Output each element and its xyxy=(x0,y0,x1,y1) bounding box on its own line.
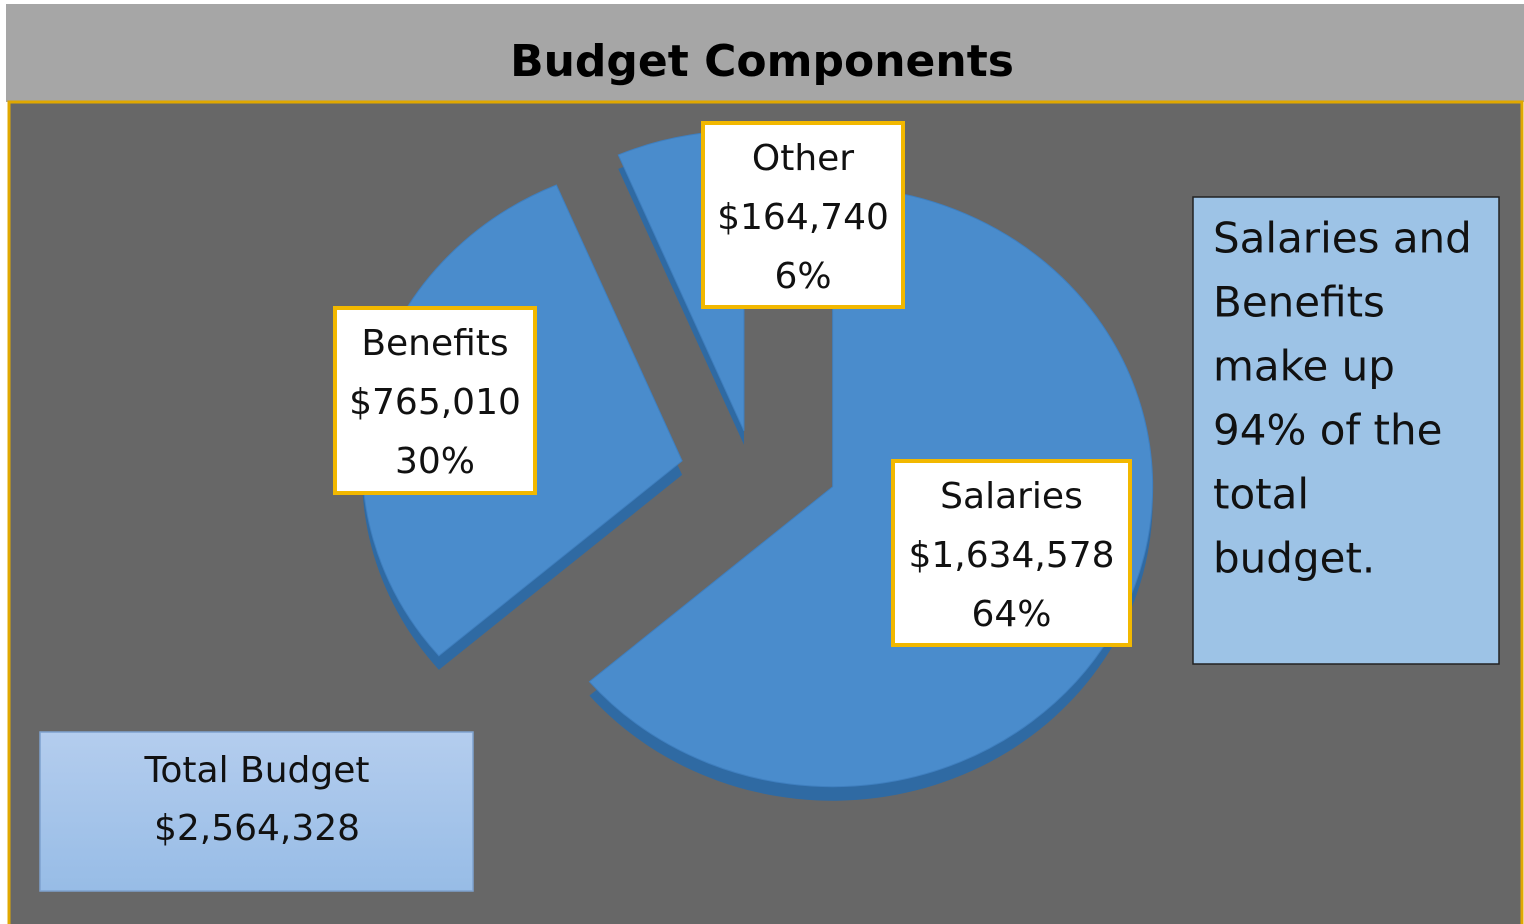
slice-value: $164,740 xyxy=(717,197,889,238)
slice-percent: 64% xyxy=(971,594,1051,635)
note-line: 94% of the xyxy=(1213,406,1442,455)
total-box xyxy=(39,731,474,892)
note-line: Salaries and xyxy=(1213,214,1472,263)
total-value: $2,564,328 xyxy=(154,808,360,849)
slice-value: $1,634,578 xyxy=(908,535,1114,576)
slice-percent: 6% xyxy=(774,256,831,297)
slice-name: Benefits xyxy=(361,323,508,364)
slice-name: Other xyxy=(752,138,854,179)
label-box xyxy=(891,459,1132,647)
label-box xyxy=(701,121,905,309)
slice-percent: 30% xyxy=(395,441,475,482)
total-label: Total Budget xyxy=(144,750,370,791)
note-line: total xyxy=(1213,470,1309,519)
note-line: make up xyxy=(1213,342,1395,391)
note-line: Benefits xyxy=(1213,278,1385,327)
label-box xyxy=(333,306,537,495)
note-box xyxy=(1192,196,1500,665)
slice-name: Salaries xyxy=(940,476,1083,517)
title-bar xyxy=(6,4,1524,102)
note-line: budget. xyxy=(1213,534,1375,583)
slice-value: $765,010 xyxy=(349,382,521,423)
chart-title: Budget Components xyxy=(510,36,1014,87)
